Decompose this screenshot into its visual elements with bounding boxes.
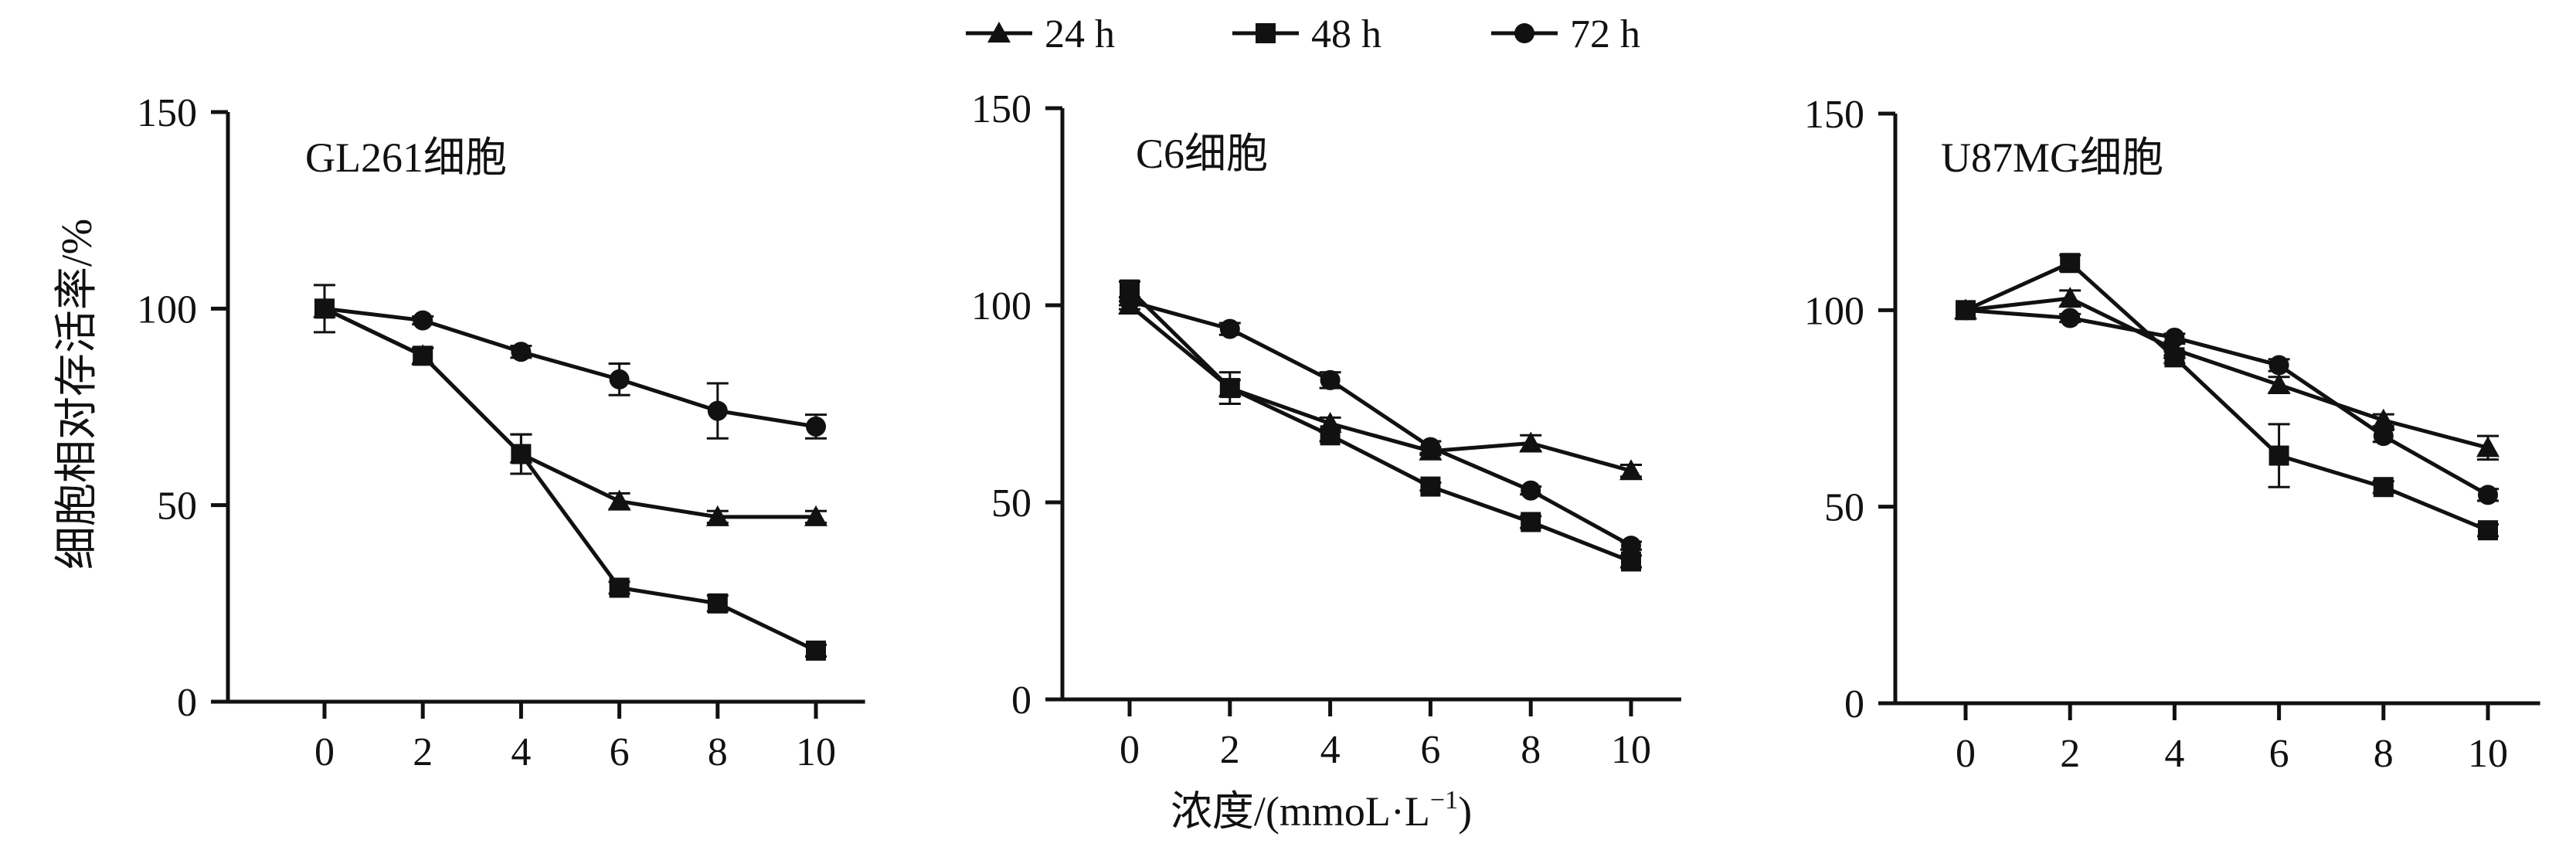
y-tick-label: 0 [1844,682,1864,726]
data-point [609,577,630,598]
y-tick-label: 0 [177,681,197,725]
y-tick-label: 150 [971,87,1031,131]
legend-marker [987,22,1011,43]
x-tick-label: 8 [708,730,728,774]
x-tick-label: 4 [511,730,531,774]
data-point [413,345,433,366]
x-tick-label: 10 [796,730,836,774]
x-tick-label: 8 [2374,732,2394,776]
x-tick-label: 8 [1521,728,1541,772]
data-point [1219,378,1240,399]
series-line [1965,296,2489,450]
series-line [1964,260,2489,532]
data-point [1956,300,1976,321]
panel-gl261: GL261细胞 0 50 100 150 0 2 4 6 8 10 [137,91,865,774]
x-tick-label: 10 [1611,728,1651,772]
data-point [413,310,433,331]
data-point [2060,308,2081,328]
y-tick-label: 150 [137,91,197,135]
series-line [1965,308,2489,497]
series-line [1128,304,1632,473]
y-axis-label: 细胞相对存活率/% [53,219,101,570]
x-tick-label: 4 [1320,728,1341,772]
series-line [324,306,817,429]
data-point [2373,477,2394,498]
y-tick-label: 150 [1804,93,1864,137]
x-tick-label: 0 [314,730,335,774]
data-point [1420,437,1441,458]
data-point [2268,355,2289,376]
x-tick-label: 4 [2164,732,2184,776]
x-axis-label-sup: −1 [1430,786,1458,815]
series-line [323,307,816,519]
data-point [1521,480,1541,501]
legend-marker [1514,23,1534,43]
data-point [1219,318,1240,339]
panel-title: C6细胞 [1136,131,1268,177]
y-tick-label: 0 [1011,679,1031,723]
x-tick-label: 2 [2060,732,2080,776]
data-point [806,640,826,661]
data-point [705,505,729,526]
data-point [2164,327,2185,348]
y-tick-label: 50 [991,481,1031,526]
x-axis-label-main: 浓度/(mmoL·L [1171,788,1430,835]
data-point [607,489,631,511]
data-point [609,369,630,389]
x-tick-label: 6 [2269,732,2289,776]
data-point [2058,287,2082,308]
legend-marker [1256,23,1276,43]
x-axis-label-close: ) [1458,788,1472,835]
data-point [2371,408,2395,430]
data-point [511,342,532,362]
x-tick-label: 6 [1420,728,1440,772]
series-line [323,307,817,653]
y-tick-label: 50 [157,485,197,529]
data-point [806,416,826,437]
panel-title: GL261细胞 [305,134,507,181]
panel-c6: C6细胞 0 50 100 150 0 2 4 6 8 10 [971,87,1681,772]
x-tick-label: 0 [1120,728,1140,772]
data-point [1320,369,1341,390]
data-point [511,444,532,464]
data-point [707,400,728,421]
y-tick-label: 100 [1804,289,1864,333]
y-tick-label: 100 [971,284,1031,328]
legend: 24 h 48 h 72 h [966,12,1640,56]
x-axis-label: 浓度/(mmoL·L−1) [1171,786,1472,835]
data-point [707,593,728,614]
x-tick-label: 2 [1220,728,1240,772]
legend-label: 24 h [1045,12,1115,56]
data-point [2478,520,2498,541]
x-tick-label: 2 [413,730,433,774]
data-point [2478,485,2498,505]
data-point [1420,476,1441,497]
data-point [1320,425,1341,446]
data-point [1120,291,1140,311]
x-tick-label: 6 [610,730,630,774]
data-point [2164,347,2185,368]
panel-title: U87MG细胞 [1941,134,2163,181]
x-tick-label: 10 [2468,732,2508,776]
data-point [804,505,828,526]
data-point [2268,445,2289,466]
data-point [1621,536,1641,556]
data-point [1519,431,1543,453]
data-point [1619,459,1643,481]
data-point [2267,372,2291,394]
y-tick-label: 50 [1824,486,1864,530]
panel-u87mg: U87MG细胞 0 50 100 150 0 2 4 6 8 10 [1804,93,2540,776]
legend-label: 48 h [1311,12,1381,56]
y-tick-label: 100 [137,287,197,332]
series-line [1129,299,1633,548]
data-point [1521,512,1541,532]
data-point [2060,253,2081,274]
data-point [314,298,335,319]
x-tick-label: 0 [1956,732,1976,776]
data-point [2373,426,2394,447]
data-point [2476,436,2500,458]
series-line [1128,287,1632,563]
legend-label: 72 h [1570,12,1640,56]
